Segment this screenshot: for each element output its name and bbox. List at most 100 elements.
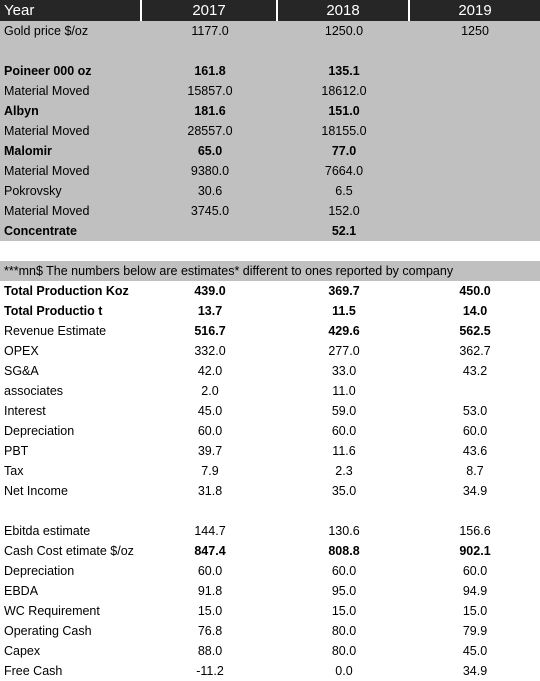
table-row: Malomir 65.0 77.0 xyxy=(0,141,540,161)
cell-value xyxy=(410,61,540,81)
cell-value xyxy=(410,201,540,221)
table-row: Pokrovsky 30.6 6.5 xyxy=(0,181,540,201)
row-label: Material Moved xyxy=(4,124,90,138)
table-row: Free Cash -11.2 0.0 34.9 xyxy=(0,661,540,681)
cell-value: 80.0 xyxy=(331,624,357,638)
cell-value: 2.0 xyxy=(201,384,219,398)
section: Poineer 000 oz 161.8 135.1 Material Moved 15… xyxy=(0,61,540,241)
table-row: Cash Cost etimate $/oz 847.4 808.8 902.1 xyxy=(0,541,540,561)
cell-value: 562.5 xyxy=(459,324,491,338)
cell-value: 34.9 xyxy=(462,484,488,498)
cell-value: 6.5 xyxy=(335,184,353,198)
cell-value: 30.6 xyxy=(197,184,223,198)
row-label: Revenue Estimate xyxy=(4,324,107,338)
cell-value: 2.3 xyxy=(335,464,353,478)
row-label: Capex xyxy=(4,644,41,658)
cell-value: 28557.0 xyxy=(187,124,233,138)
row-label: OPEX xyxy=(4,344,39,358)
year-header: 2019 xyxy=(458,2,492,19)
cell-value: 91.8 xyxy=(197,584,223,598)
table-row: SG&A 42.0 33.0 43.2 xyxy=(0,361,540,381)
cell-value: 1177.0 xyxy=(191,24,229,38)
cell-value: 60.0 xyxy=(462,564,488,578)
cell-value: 1250.0 xyxy=(324,24,364,38)
table-row: EBDA 91.8 95.0 94.9 xyxy=(0,581,540,601)
cell-value: 33.0 xyxy=(331,364,357,378)
row-label: Operating Cash xyxy=(4,624,92,638)
cell-value: 18155.0 xyxy=(321,124,367,138)
cell-value: 35.0 xyxy=(331,484,357,498)
cell-value: 8.7 xyxy=(466,464,484,478)
table-row: Revenue Estimate 516.7 429.6 562.5 xyxy=(0,321,540,341)
cell-value: 362.7 xyxy=(459,344,491,358)
year-header: 2017 xyxy=(142,0,278,21)
table-row: Ebitda estimate 144.7 130.6 156.6 xyxy=(0,521,540,541)
table-row: Capex 88.0 80.0 45.0 xyxy=(0,641,540,661)
cell-value: 902.1 xyxy=(459,544,491,558)
cell-value: -11.2 xyxy=(196,664,224,678)
cell-value: 60.0 xyxy=(331,564,357,578)
row-label: Gold price $/oz xyxy=(4,24,89,38)
cell-value: 77.0 xyxy=(331,144,357,158)
cell-value: 277.0 xyxy=(328,344,360,358)
spacer xyxy=(0,241,540,261)
section: Total Production Koz 439.0 369.7 450.0 Total… xyxy=(0,281,540,501)
row-label: Material Moved xyxy=(4,204,90,218)
cell-value: 18612.0 xyxy=(321,84,367,98)
cell-value xyxy=(410,181,540,201)
cell-value xyxy=(410,121,540,141)
table-row: Albyn 181.6 151.0 xyxy=(0,101,540,121)
table-row: Depreciation 60.0 60.0 60.0 xyxy=(0,561,540,581)
cell-value: 15.0 xyxy=(197,604,223,618)
cell-value xyxy=(410,141,540,161)
cell-value: 11.6 xyxy=(332,444,356,458)
cell-value: 95.0 xyxy=(331,584,357,598)
cell-value: 439.0 xyxy=(194,284,226,298)
row-label: Material Moved xyxy=(4,84,90,98)
cell-value: 369.7 xyxy=(328,284,360,298)
table-row: Total Productio t 13.7 11.5 14.0 xyxy=(0,301,540,321)
cell-value: 808.8 xyxy=(328,544,360,558)
cell-value: 14.0 xyxy=(462,304,488,318)
row-label: PBT xyxy=(4,444,29,458)
cell-value: 42.0 xyxy=(197,364,223,378)
cell-value: 88.0 xyxy=(197,644,223,658)
cell-value: 7664.0 xyxy=(324,164,364,178)
cell-value: 79.9 xyxy=(462,624,488,638)
cell-value: 34.9 xyxy=(462,664,488,678)
row-label: associates xyxy=(4,384,64,398)
cell-value: 11.5 xyxy=(332,304,356,318)
cell-value: 15857.0 xyxy=(187,84,233,98)
cell-value xyxy=(410,221,540,241)
cell-value xyxy=(410,81,540,101)
cell-value: 45.0 xyxy=(197,404,223,418)
table-row: PBT 39.7 11.6 43.6 xyxy=(0,441,540,461)
cell-value: 53.0 xyxy=(462,404,488,418)
row-label: Net Income xyxy=(4,484,68,498)
row-label: Pokrovsky xyxy=(4,184,62,198)
cell-value: 847.4 xyxy=(194,544,226,558)
cell-value: 152.0 xyxy=(328,204,360,218)
spacer xyxy=(0,501,540,521)
cell-value xyxy=(410,381,540,401)
cell-value: 31.8 xyxy=(197,484,223,498)
cell-value: 13.7 xyxy=(197,304,223,318)
table-row: Gold price $/oz 1177.0 1250.0 1250 xyxy=(0,21,540,41)
cell-value: 39.7 xyxy=(197,444,223,458)
cell-value: 80.0 xyxy=(331,644,357,658)
cell-value: 60.0 xyxy=(197,564,223,578)
table-row: Material Moved 15857.0 18612.0 xyxy=(0,81,540,101)
row-label: Depreciation xyxy=(4,564,75,578)
cell-value: 15.0 xyxy=(331,604,357,618)
cell-value: 429.6 xyxy=(328,324,360,338)
cell-value: 144.7 xyxy=(194,524,226,538)
spacer xyxy=(0,41,540,61)
cell-value: 0.0 xyxy=(335,664,353,678)
table-row: Concentrate 52.1 xyxy=(0,221,540,241)
row-label: Total Productio t xyxy=(4,304,103,318)
row-label: Depreciation xyxy=(4,424,75,438)
row-label: Albyn xyxy=(4,104,39,118)
row-label: EBDA xyxy=(4,584,39,598)
cell-value: 43.6 xyxy=(462,444,488,458)
row-label: Malomir xyxy=(4,144,52,158)
